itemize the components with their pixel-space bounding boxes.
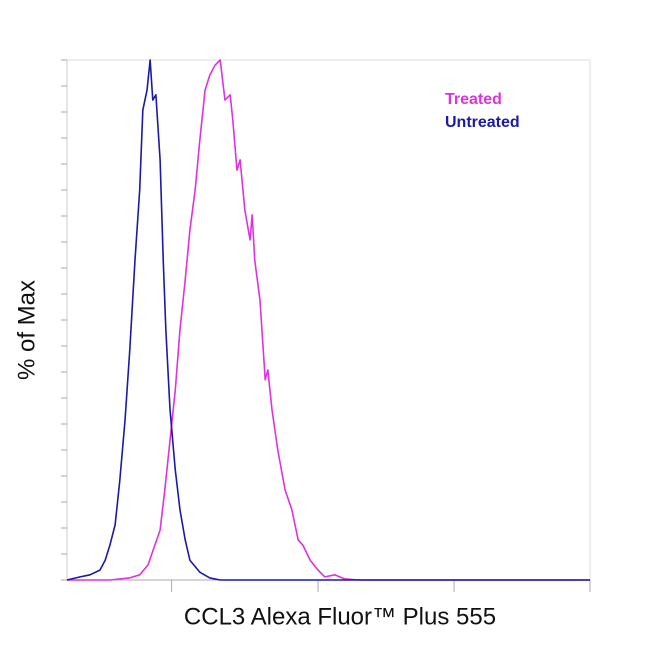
legend-label: Treated (445, 91, 502, 108)
y-axis-label: % of Max (13, 280, 40, 380)
histogram-line (67, 59, 590, 581)
histogram-line (66, 59, 590, 581)
x-axis-label: CCL3 Alexa Fluor™ Plus 555 (184, 603, 496, 630)
legend-label: Untreated (445, 114, 520, 131)
